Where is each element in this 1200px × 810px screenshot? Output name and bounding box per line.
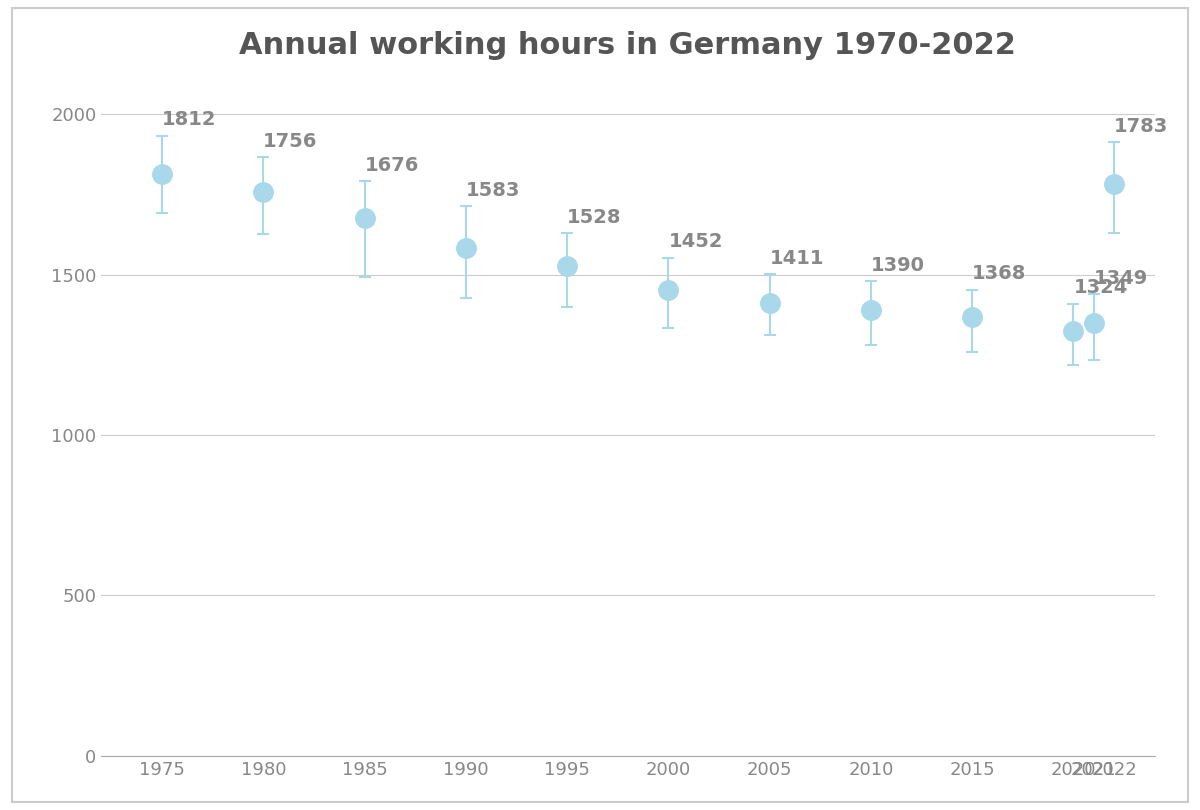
Text: 1368: 1368 xyxy=(972,264,1026,284)
Text: 1783: 1783 xyxy=(1114,117,1169,135)
Text: 1583: 1583 xyxy=(466,181,521,200)
Text: 1349: 1349 xyxy=(1093,269,1148,288)
Text: 1756: 1756 xyxy=(263,132,318,151)
Text: 1452: 1452 xyxy=(668,232,722,251)
Text: 1390: 1390 xyxy=(871,255,925,275)
Text: 1528: 1528 xyxy=(568,208,622,227)
Text: 1676: 1676 xyxy=(365,156,419,175)
Title: Annual working hours in Germany 1970-2022: Annual working hours in Germany 1970-202… xyxy=(240,32,1016,60)
Text: 1411: 1411 xyxy=(769,249,824,268)
Text: 1324: 1324 xyxy=(1074,279,1128,297)
Text: 1812: 1812 xyxy=(162,110,216,130)
